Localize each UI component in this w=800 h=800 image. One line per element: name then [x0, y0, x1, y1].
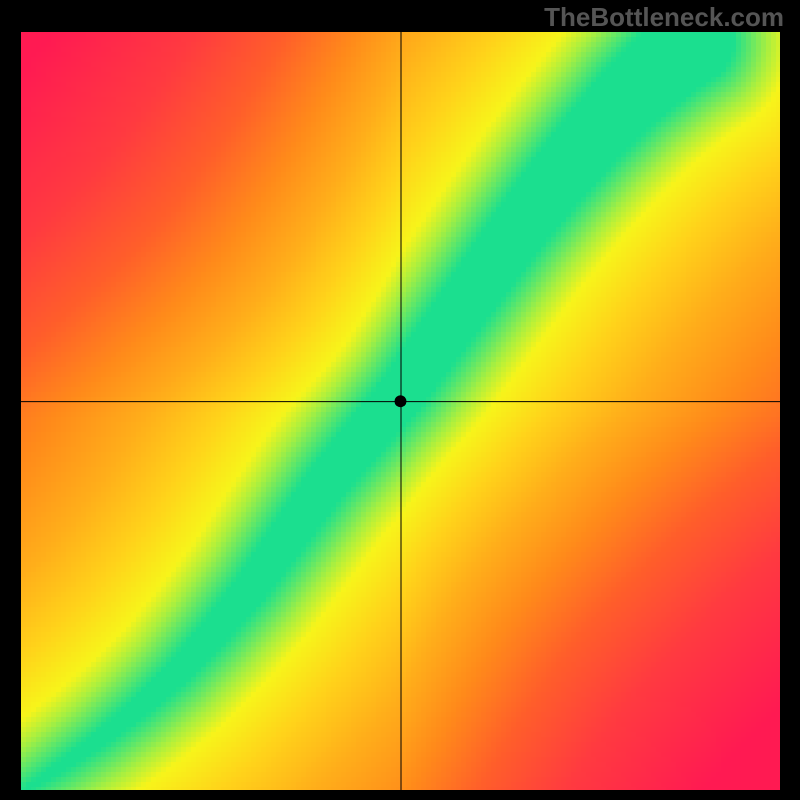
watermark-text: TheBottleneck.com	[544, 2, 784, 33]
plot-frame: TheBottleneck.com	[0, 0, 800, 800]
bottleneck-heatmap	[21, 32, 780, 790]
